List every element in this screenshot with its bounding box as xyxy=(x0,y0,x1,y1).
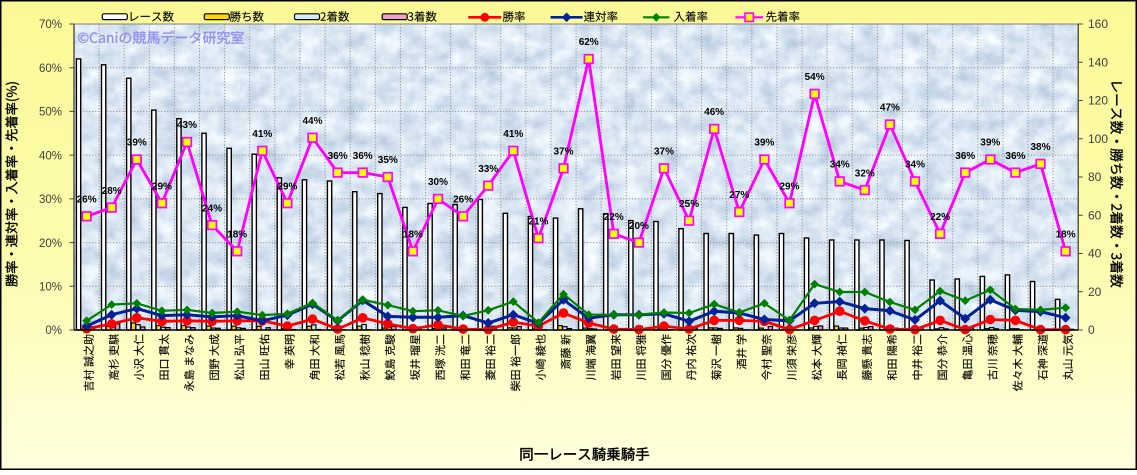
svg-text:46%: 46% xyxy=(704,107,724,118)
svg-text:39%: 39% xyxy=(754,138,774,149)
svg-text:100: 100 xyxy=(1088,132,1108,146)
svg-text:26%: 26% xyxy=(77,195,97,206)
svg-text:35%: 35% xyxy=(378,155,398,166)
svg-text:60: 60 xyxy=(1088,208,1102,222)
svg-text:40%: 40% xyxy=(39,150,62,162)
svg-text:54%: 54% xyxy=(805,72,825,83)
svg-text:32%: 32% xyxy=(855,168,875,179)
svg-text:18%: 18% xyxy=(403,230,423,241)
svg-text:27%: 27% xyxy=(729,190,749,201)
svg-text:40: 40 xyxy=(1088,247,1102,261)
svg-text:39%: 39% xyxy=(127,138,147,149)
svg-text:60%: 60% xyxy=(39,63,62,75)
svg-text:22%: 22% xyxy=(930,212,950,223)
svg-text:34%: 34% xyxy=(905,160,925,171)
svg-text:38%: 38% xyxy=(1030,142,1050,153)
svg-text:25%: 25% xyxy=(679,199,699,210)
svg-text:24%: 24% xyxy=(202,203,222,214)
svg-text:33%: 33% xyxy=(478,164,498,175)
svg-text:62%: 62% xyxy=(579,37,599,48)
svg-text:36%: 36% xyxy=(353,151,373,162)
svg-text:0%: 0% xyxy=(45,325,62,337)
svg-text:20%: 20% xyxy=(629,221,649,232)
svg-text:37%: 37% xyxy=(553,147,573,158)
svg-text:29%: 29% xyxy=(152,181,172,192)
svg-text:10%: 10% xyxy=(39,282,62,294)
svg-text:20%: 20% xyxy=(39,238,62,250)
svg-text:70%: 70% xyxy=(39,19,62,31)
svg-text:36%: 36% xyxy=(328,151,348,162)
svg-text:0: 0 xyxy=(1088,323,1095,337)
svg-text:22%: 22% xyxy=(604,212,624,223)
svg-text:44%: 44% xyxy=(302,116,322,127)
svg-text:50%: 50% xyxy=(39,107,62,119)
svg-text:20: 20 xyxy=(1088,285,1102,299)
svg-text:29%: 29% xyxy=(779,181,799,192)
svg-text:30%: 30% xyxy=(39,194,62,206)
svg-text:34%: 34% xyxy=(830,160,850,171)
svg-text:18%: 18% xyxy=(227,230,247,241)
svg-text:30%: 30% xyxy=(428,177,448,188)
svg-text:140: 140 xyxy=(1088,56,1108,70)
svg-text:120: 120 xyxy=(1088,94,1108,108)
svg-text:43%: 43% xyxy=(177,120,197,131)
svg-text:160: 160 xyxy=(1088,17,1108,31)
svg-text:80: 80 xyxy=(1088,170,1102,184)
svg-text:36%: 36% xyxy=(955,151,975,162)
svg-text:26%: 26% xyxy=(453,195,473,206)
svg-text:29%: 29% xyxy=(277,181,297,192)
svg-text:36%: 36% xyxy=(1005,151,1025,162)
svg-text:18%: 18% xyxy=(1056,230,1076,241)
svg-text:41%: 41% xyxy=(252,129,272,140)
svg-text:21%: 21% xyxy=(528,216,548,227)
svg-text:28%: 28% xyxy=(102,186,122,197)
svg-text:37%: 37% xyxy=(654,147,674,158)
svg-text:47%: 47% xyxy=(880,103,900,114)
svg-text:41%: 41% xyxy=(503,129,523,140)
svg-text:39%: 39% xyxy=(980,138,1000,149)
